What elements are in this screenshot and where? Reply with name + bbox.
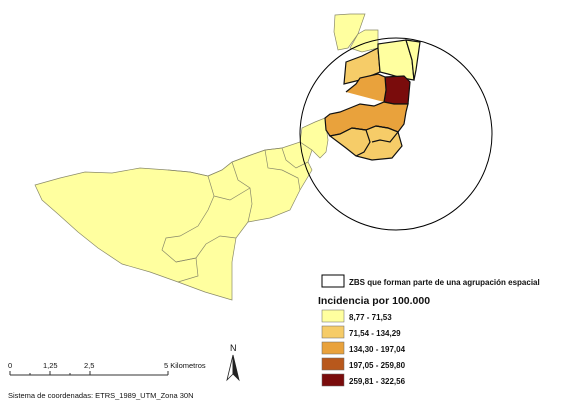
legend-label: 71,54 - 134,29 (349, 329, 401, 338)
zones-corridor (299, 117, 329, 159)
north-arrow-icon (226, 354, 234, 382)
legend-swatch (321, 341, 345, 355)
legend-label: 8,77 - 71,53 (349, 313, 392, 322)
legend-label: 134,30 - 197,04 (349, 345, 406, 354)
zone-polygon (213, 187, 251, 201)
zone-polygon (207, 161, 253, 223)
cluster-legend-swatch (321, 274, 345, 288)
north-arrow: N (226, 343, 240, 382)
scale-tick-label: 2,5 (84, 361, 94, 370)
zone-polygon (34, 141, 313, 301)
zone-polygon (299, 117, 329, 159)
zone-polygon (371, 125, 399, 143)
scale-bar: 0 1,25 2,5 5 Kilometros (8, 361, 206, 376)
zone-polygon (324, 73, 409, 137)
legend-swatch (321, 373, 345, 387)
legend-label: 259,81 - 322,56 (349, 377, 406, 386)
legend-title: Incidencia por 100.000 (318, 295, 430, 307)
legend-label: 197,05 - 259,80 (349, 361, 406, 370)
cluster-circle (299, 37, 493, 231)
zone-polygon (264, 147, 309, 169)
legend-swatch (321, 325, 345, 339)
crs-note: Sistema de coordenadas: ETRS_1989_UTM_Zo… (8, 391, 194, 400)
cluster-legend-label: ZBS que forman parte de una agrupación e… (349, 278, 540, 287)
zone-polygon (175, 257, 199, 283)
zones-southwest (34, 141, 313, 301)
zone-polygon (405, 39, 421, 81)
zone-polygon (231, 149, 301, 191)
scale-tick-label: 1,25 (43, 361, 58, 370)
legend: ZBS que forman parte de una agrupación e… (318, 274, 540, 387)
north-arrow-icon-dark (232, 354, 240, 382)
legend-swatch (321, 357, 345, 371)
zones-cluster (324, 39, 421, 161)
zone-polygon (333, 13, 366, 51)
zone-polygon (383, 75, 411, 105)
scale-tick-label: 0 (8, 361, 12, 370)
zone-polygon (161, 169, 237, 263)
north-label: N (230, 343, 237, 353)
scale-tick-label: 5 Kilometros (164, 361, 206, 370)
legend-swatch (321, 309, 345, 323)
zone-polygon (351, 127, 371, 157)
